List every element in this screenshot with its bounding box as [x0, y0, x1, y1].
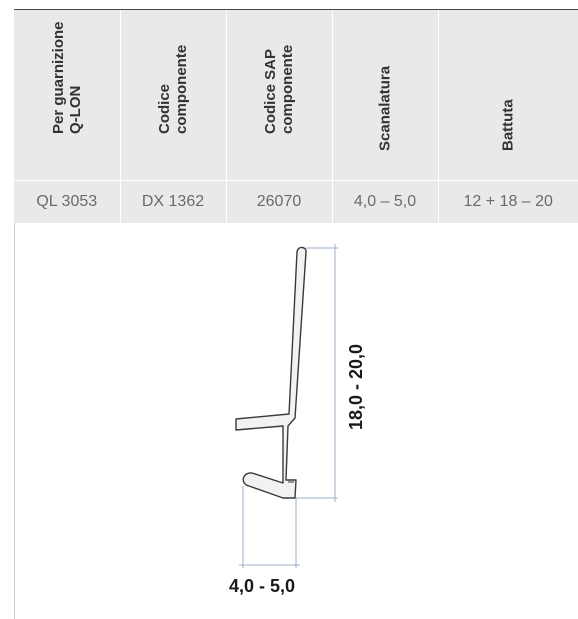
- table-top-rule: [14, 9, 578, 10]
- header-groove: Scanalatura: [332, 10, 439, 181]
- gasket-profile: [235, 246, 307, 499]
- header-gasket: Per guarnizione Q-LON: [14, 10, 121, 181]
- header-component-code: Codice componente: [120, 10, 227, 181]
- spec-table: Per guarnizione Q-LON Codice componente …: [14, 10, 578, 223]
- cell-groove: 4,0 – 5,0: [332, 180, 439, 223]
- cell-rebate: 12 + 18 – 20: [438, 180, 578, 223]
- profile-drawing: 18,0 - 20,0 4,0 - 5,0: [229, 244, 366, 596]
- cell-component-code: DX 1362: [120, 180, 227, 223]
- left-border-line: [14, 223, 15, 619]
- table-row: QL 3053 DX 1362 26070 4,0 – 5,0 12 + 18 …: [14, 180, 578, 223]
- cell-sap-code: 26070: [226, 180, 333, 223]
- width-dimension-label: 4,0 - 5,0: [229, 576, 295, 596]
- header-sap-code: Codice SAP componente: [226, 10, 333, 181]
- height-dimension-label: 18,0 - 20,0: [346, 344, 366, 430]
- header-rebate: Battuta: [438, 10, 578, 181]
- cell-gasket: QL 3053: [14, 180, 121, 223]
- table-header-row: Per guarnizione Q-LON Codice componente …: [14, 10, 578, 181]
